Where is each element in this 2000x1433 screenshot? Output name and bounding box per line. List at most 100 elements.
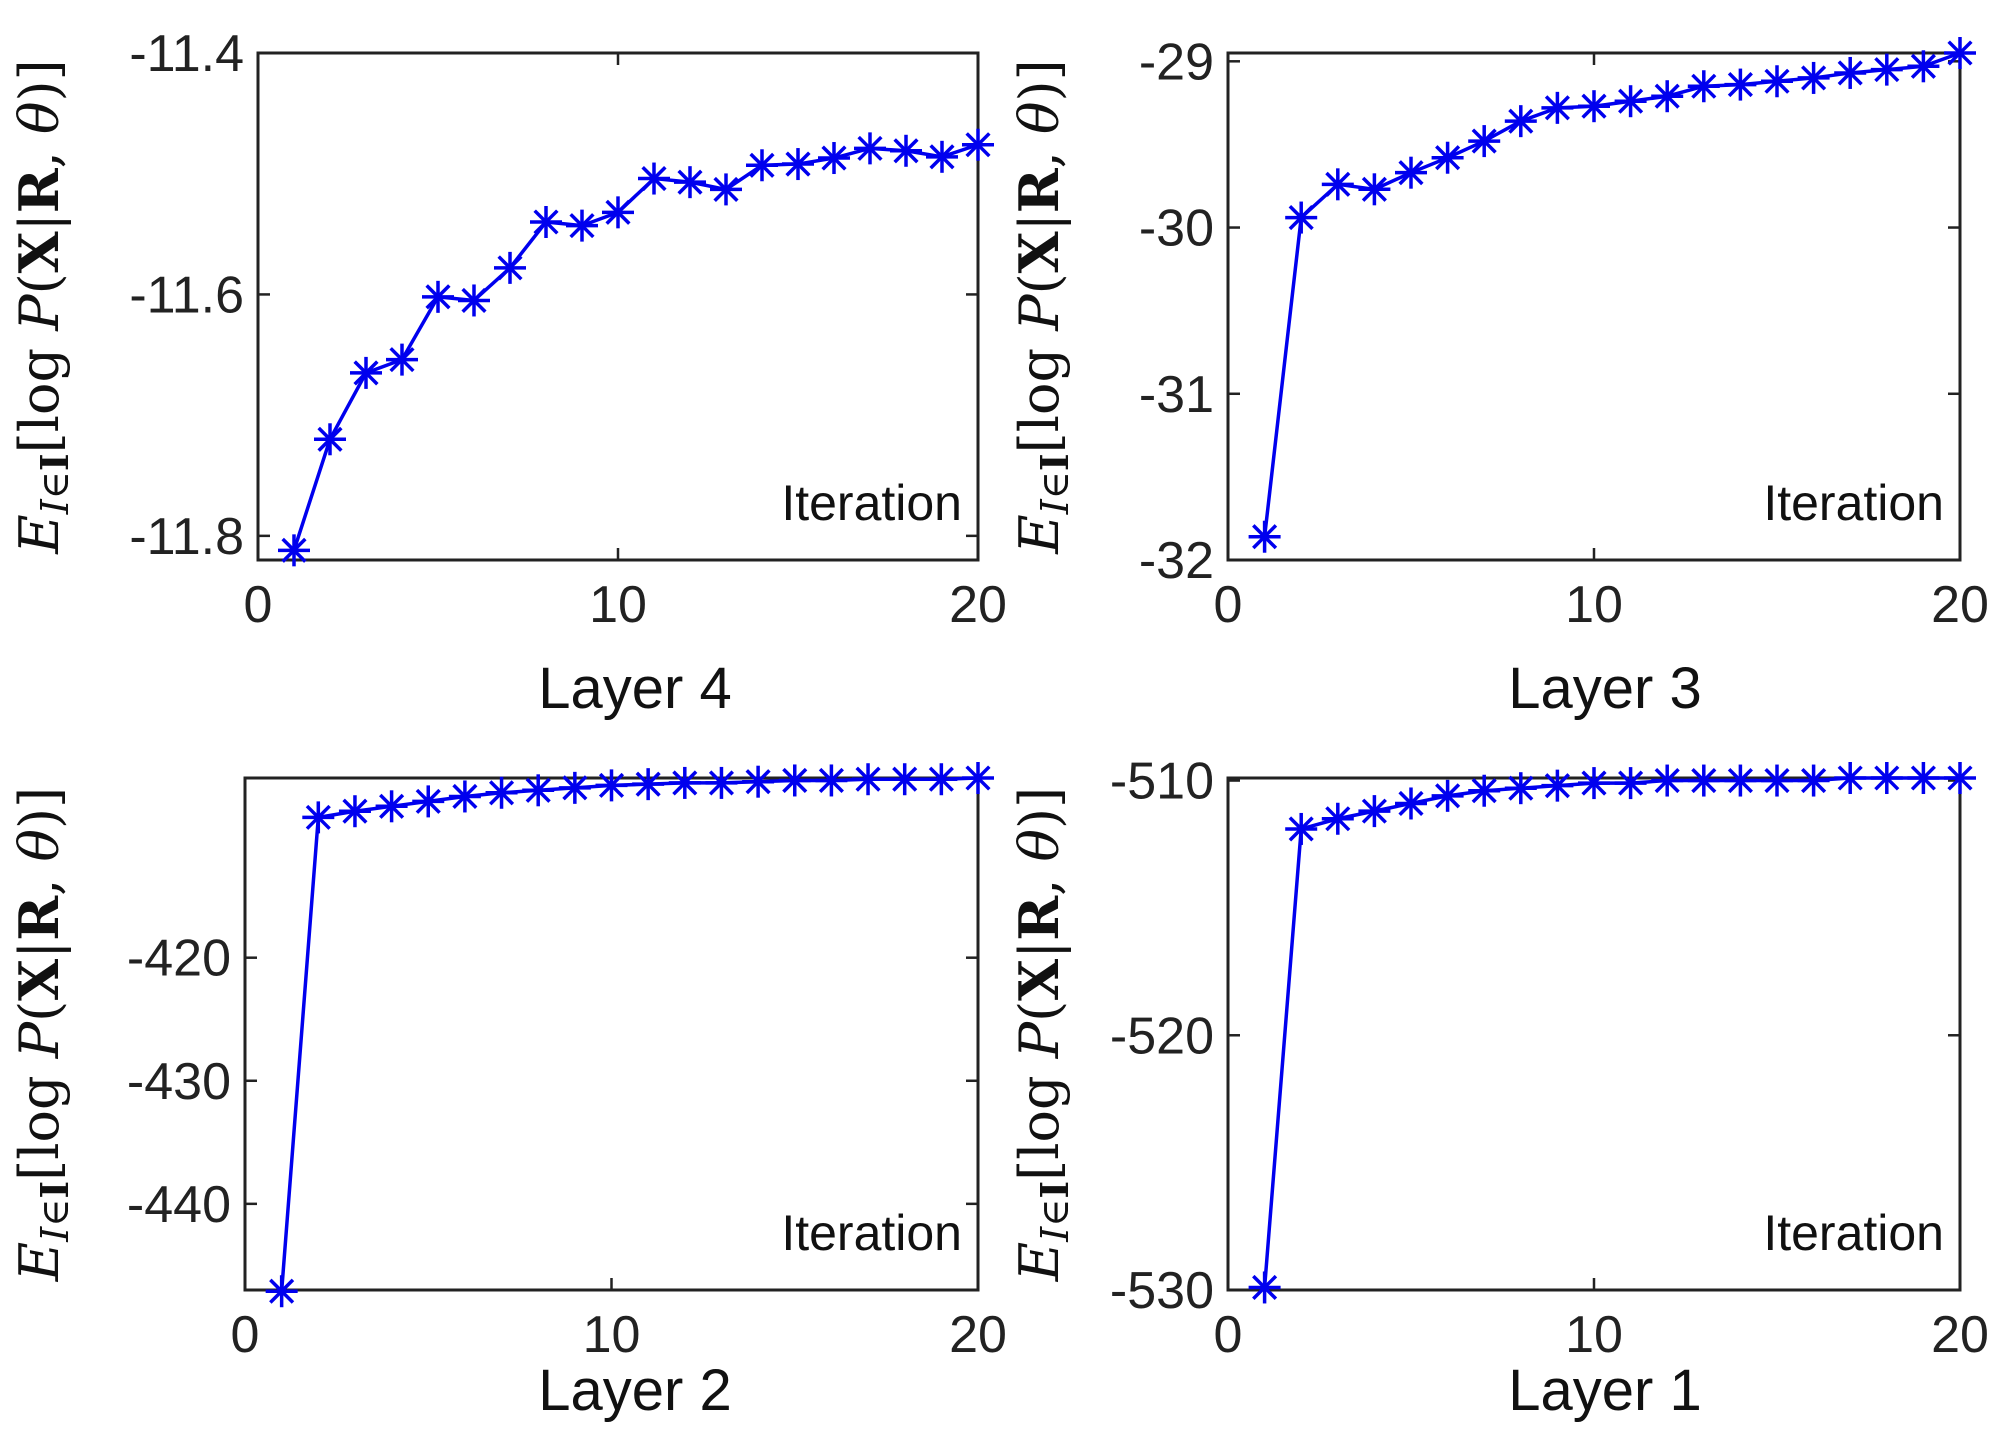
- y-axis-label-part: E: [1008, 1242, 1071, 1282]
- y-tick-label: -29: [1139, 33, 1214, 91]
- data-point: [742, 765, 775, 798]
- y-axis-label-part: I: [1033, 1226, 1077, 1243]
- marker-stroke: [965, 132, 991, 158]
- y-axis-label-part: [log: [8, 1058, 71, 1181]
- marker-stroke: [1325, 171, 1351, 197]
- y-tick-label: -510: [1110, 753, 1214, 811]
- y-axis-label-part: [log: [8, 331, 71, 454]
- data-point: [1687, 764, 1720, 797]
- y-axis-label-part: ∈: [1033, 1199, 1077, 1227]
- marker-stroke: [269, 1278, 295, 1304]
- data-point: [1687, 70, 1720, 103]
- marker-stroke: [893, 138, 919, 164]
- marker-stroke: [1874, 57, 1900, 83]
- marker-stroke: [569, 213, 595, 239]
- data-point: [448, 780, 481, 813]
- y-axis-label-part: ,: [1008, 134, 1071, 168]
- marker-stroke: [461, 287, 487, 314]
- y-axis-label-part: R: [1007, 167, 1071, 213]
- data-point: [1944, 762, 1976, 794]
- marker-stroke: [1544, 773, 1570, 799]
- y-axis-label-part: I: [32, 453, 77, 471]
- y-axis-label-part: |: [1008, 213, 1071, 231]
- data-point: [302, 801, 335, 834]
- marker-stroke: [1727, 72, 1753, 98]
- y-axis-label-part: [log: [1008, 1058, 1071, 1181]
- data-point: [1870, 53, 1903, 86]
- y-axis-label-part: |: [1008, 941, 1071, 959]
- data-point: [1358, 173, 1391, 206]
- data-point: [854, 132, 886, 165]
- data-point: [485, 776, 518, 809]
- data-point: [1907, 50, 1940, 83]
- y-axis-label-part: )]: [8, 59, 71, 101]
- x-tick-label: 20: [1931, 576, 1989, 634]
- data-point: [815, 764, 848, 797]
- data-point: [1285, 201, 1318, 234]
- data-point: [1248, 520, 1281, 553]
- data-point: [1834, 56, 1867, 89]
- y-axis-label-part: ,: [8, 134, 71, 168]
- data-point: [746, 149, 778, 182]
- y-tick-label: -30: [1139, 200, 1214, 258]
- marker-stroke: [1654, 767, 1680, 794]
- data-point: [602, 196, 634, 229]
- marker-stroke: [1837, 765, 1863, 791]
- marker-stroke: [379, 793, 405, 819]
- data-point: [1797, 764, 1830, 797]
- marker-stroke: [1544, 95, 1570, 121]
- y-axis-label-part: ,: [8, 861, 71, 895]
- data-point: [818, 142, 850, 175]
- y-axis-label-part: E: [8, 514, 71, 554]
- y-axis-label-part: E: [8, 1242, 71, 1282]
- marker-stroke: [1947, 765, 1973, 791]
- data-point: [1395, 787, 1427, 820]
- y-axis-label-part: θ: [8, 101, 71, 134]
- data-point: [1431, 779, 1464, 812]
- data-point: [1870, 762, 1903, 794]
- marker-stroke: [965, 765, 991, 791]
- data-point: [705, 766, 738, 799]
- y-axis-label-part: (: [1008, 1001, 1071, 1022]
- x-tick-label: 0: [244, 576, 273, 634]
- y-axis-label-part: P: [8, 293, 71, 332]
- marker-stroke: [635, 771, 661, 797]
- marker-stroke: [782, 767, 808, 794]
- marker-stroke: [641, 165, 667, 192]
- y-axis-label-part: )]: [1008, 59, 1071, 101]
- y-tick-label: -420: [127, 930, 231, 988]
- y-axis-label-part: θ: [8, 829, 71, 862]
- data-point: [1321, 168, 1354, 201]
- marker-stroke: [452, 783, 478, 810]
- data-point: [962, 128, 994, 161]
- y-axis-label-part: θ: [1008, 829, 1071, 862]
- data-point: [412, 785, 445, 818]
- x-tick-label: 0: [1214, 1306, 1243, 1364]
- data-point: [338, 795, 371, 828]
- y-axis-label-part: E: [1008, 514, 1071, 554]
- marker-stroke: [605, 199, 631, 225]
- y-axis-label: EI∈I[log P(X|R, θ)]: [7, 59, 77, 554]
- marker-stroke: [342, 798, 368, 824]
- marker-stroke: [928, 766, 954, 792]
- x-tick-label: 0: [231, 1306, 260, 1364]
- data-point: [1651, 80, 1684, 113]
- data-point: [674, 166, 706, 199]
- y-tick-label: -430: [127, 1053, 231, 1111]
- marker-stroke: [1288, 205, 1314, 231]
- data-point: [1504, 772, 1537, 805]
- marker-stroke: [1910, 765, 1936, 791]
- data-point: [1614, 767, 1647, 800]
- marker-stroke: [305, 804, 331, 830]
- series-line: [1262, 51, 1961, 537]
- y-axis-label-part: I: [1032, 1181, 1077, 1199]
- data-point: [1395, 156, 1427, 189]
- marker-stroke: [818, 767, 844, 794]
- data-point: [1614, 85, 1647, 118]
- y-tick-label: -11.4: [129, 25, 244, 83]
- marker-stroke: [1691, 73, 1717, 99]
- x-tick-label: 20: [949, 576, 1007, 634]
- y-axis-label-part: I: [1033, 498, 1077, 515]
- marker-stroke: [1581, 93, 1607, 119]
